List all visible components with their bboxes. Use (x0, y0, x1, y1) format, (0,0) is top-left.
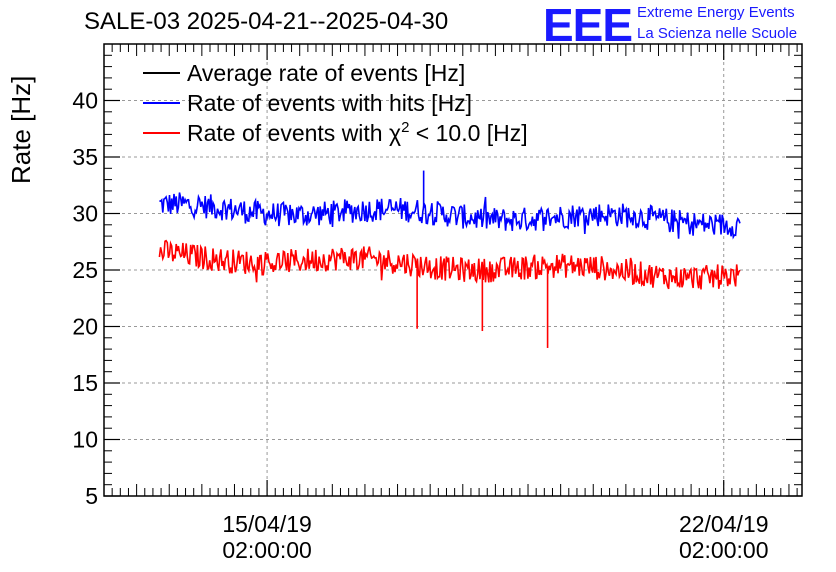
org-name-line2: La Scienza nelle Scuole (637, 25, 798, 42)
x-tick-label-date: 15/04/19 (222, 511, 312, 537)
y-tick-label: 40 (72, 88, 98, 114)
grid (104, 44, 802, 496)
x-tick-label-time: 02:00:00 (222, 537, 312, 563)
series-group (158, 170, 741, 348)
x-tick-label-date: 22/04/19 (679, 511, 769, 537)
axis-ticks: 51015202530354015/04/1902:00:0022/04/190… (72, 44, 802, 563)
legend-label: Average rate of events [Hz] (187, 60, 465, 86)
y-tick-label: 30 (72, 201, 98, 227)
y-tick-label: 5 (85, 483, 98, 509)
legend-label: Rate of events with χ2 < 10.0 [Hz] (187, 119, 528, 146)
series-line-1 (159, 192, 741, 240)
y-tick-label: 15 (72, 370, 98, 396)
org-name-line1: Extreme Energy Events (637, 4, 795, 21)
series-line-2 (158, 239, 741, 290)
y-tick-label: 10 (72, 427, 98, 453)
y-tick-label: 25 (72, 257, 98, 283)
eee-logo: EEE (543, 0, 633, 51)
x-tick-label-time: 02:00:00 (679, 537, 769, 563)
legend: Average rate of events [Hz] Rate of event… (143, 60, 528, 146)
y-tick-label: 35 (72, 144, 98, 170)
y-tick-label: 20 (72, 314, 98, 340)
chart-title: SALE-03 2025-04-21--2025-04-30 (84, 8, 449, 35)
legend-label: Rate of events with hits [Hz] (187, 90, 472, 116)
